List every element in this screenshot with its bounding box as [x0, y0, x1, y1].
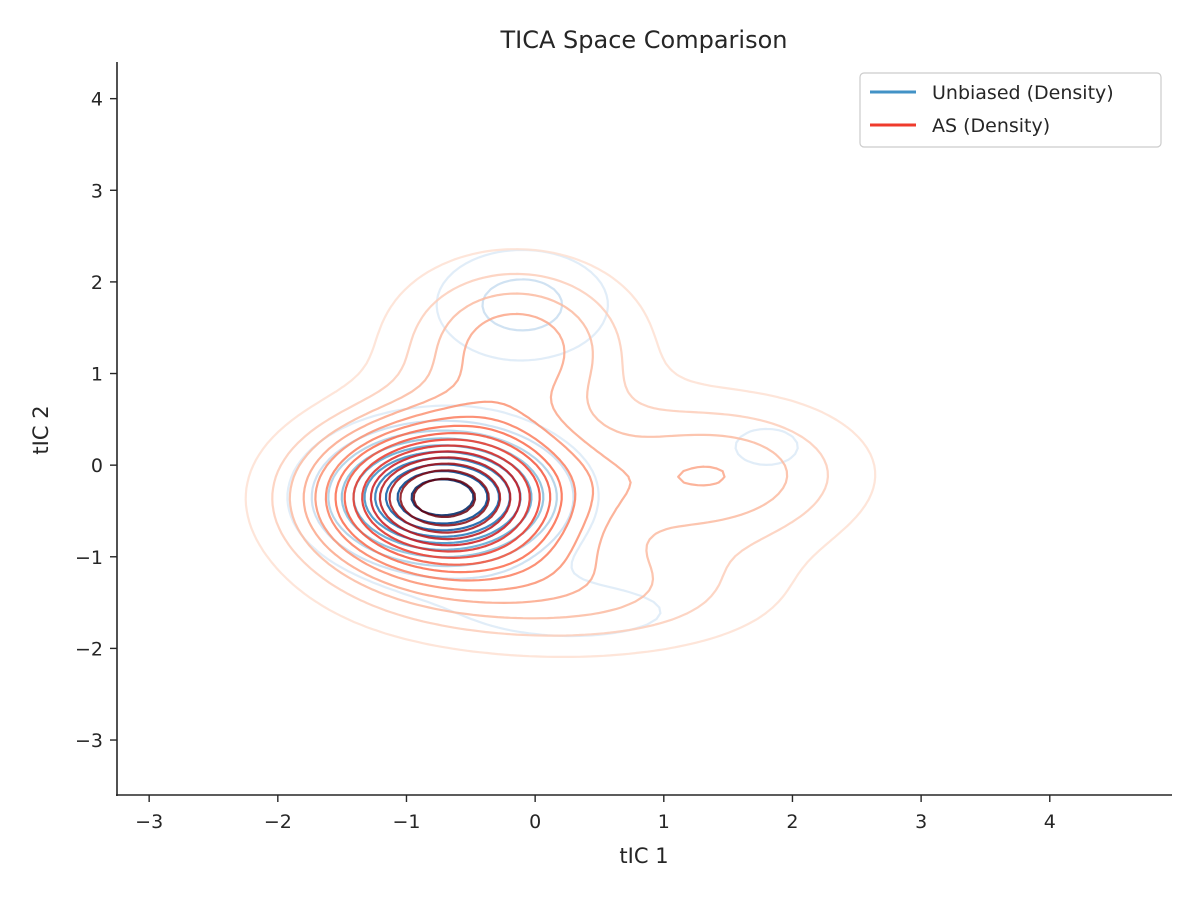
x-tick-label: 0 [529, 811, 541, 833]
contour-line [369, 450, 522, 547]
y-tick-label: 1 [91, 364, 103, 386]
x-tick-label: −3 [135, 811, 163, 833]
x-tick-label: 2 [786, 811, 798, 833]
y-tick-label: 2 [91, 272, 103, 294]
legend-label-unbiased: Unbiased (Density) [932, 82, 1114, 104]
legend-frame [859, 72, 1162, 148]
contour-line [343, 432, 552, 566]
y-axis-ticks: −3 −2 −1 0 1 2 3 4 [75, 89, 117, 752]
contour-line [310, 278, 575, 580]
legend: Unbiased (Density) AS (Density) [859, 72, 1162, 148]
y-tick-label: −3 [75, 730, 103, 752]
y-axis-label: tIC 2 [29, 405, 53, 454]
x-tick-label: 3 [915, 811, 927, 833]
y-tick-label: −2 [75, 638, 103, 660]
contour-line [399, 469, 490, 527]
contour-line [361, 444, 531, 553]
y-tick-label: 4 [91, 89, 103, 111]
contour-line [388, 462, 502, 534]
contour-line [302, 312, 726, 604]
contour-line [271, 272, 829, 637]
x-tick-label: 1 [658, 811, 670, 833]
contour-series-as [244, 248, 877, 658]
y-tick-label: −1 [75, 547, 103, 569]
x-tick-label: 4 [1044, 811, 1056, 833]
legend-label-as: AS (Density) [932, 115, 1050, 137]
x-axis-label: tIC 1 [619, 844, 668, 868]
y-tick-label: 0 [91, 455, 103, 477]
contour-line [314, 400, 595, 592]
contour-line [334, 424, 563, 574]
x-tick-label: −2 [264, 811, 292, 833]
contour-line [244, 248, 877, 658]
x-axis-ticks: −3 −2 −1 0 1 2 3 4 [135, 795, 1056, 833]
contour-plot-area [244, 248, 877, 658]
contour-line [352, 438, 541, 559]
contour-line [378, 456, 512, 541]
contour-line [412, 477, 477, 518]
contour-line [324, 415, 577, 582]
x-tick-label: −1 [392, 811, 420, 833]
contour-line [288, 292, 789, 620]
y-tick-label: 3 [91, 180, 103, 202]
chart-title: TICA Space Comparison [499, 26, 787, 54]
